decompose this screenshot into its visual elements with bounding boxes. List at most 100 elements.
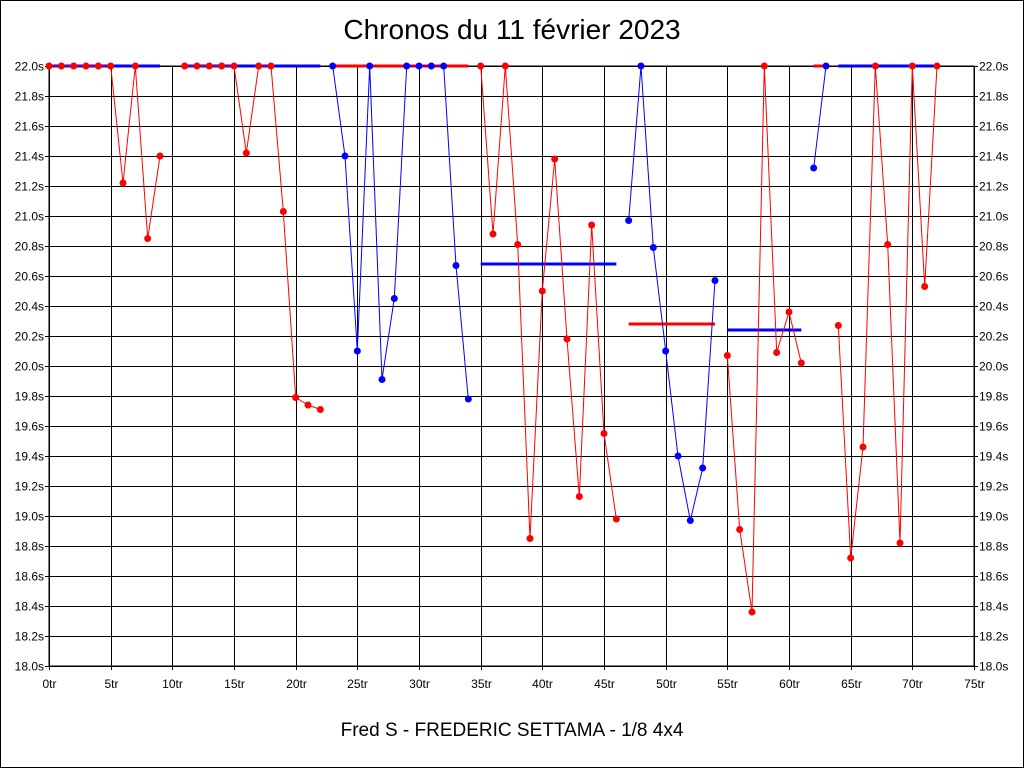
y-tick-label-right: 19.8s xyxy=(979,390,1008,404)
data-point xyxy=(94,62,102,70)
y-tick-label-right: 18.8s xyxy=(979,540,1008,554)
y-tick-label-right: 19.0s xyxy=(979,510,1008,524)
data-point xyxy=(884,241,892,248)
data-point xyxy=(329,62,337,70)
data-point xyxy=(933,62,941,70)
x-tick-label: 15tr xyxy=(224,677,245,691)
data-point xyxy=(625,217,633,224)
data-point xyxy=(538,287,546,295)
y-tick-label-left: 18.8s xyxy=(15,540,44,554)
x-tick-label: 30tr xyxy=(409,677,430,691)
y-tick-label-left: 19.0s xyxy=(15,510,44,524)
data-point xyxy=(452,262,460,269)
y-tick-label-left: 21.0s xyxy=(15,210,44,224)
y-tick-label-left: 20.8s xyxy=(15,240,44,254)
y-tick-label-right: 20.6s xyxy=(979,270,1008,284)
y-tick-label-right: 18.6s xyxy=(979,570,1008,584)
series-1 xyxy=(45,62,164,242)
data-point xyxy=(415,62,423,70)
data-point xyxy=(674,452,682,460)
y-tick-label-left: 21.8s xyxy=(15,90,44,104)
data-point xyxy=(70,62,78,70)
y-tick-label-right: 20.4s xyxy=(979,300,1008,314)
x-tick-label: 65tr xyxy=(841,677,862,691)
data-point xyxy=(810,164,818,172)
data-point xyxy=(612,515,620,523)
data-point xyxy=(760,62,768,70)
data-point xyxy=(600,430,608,437)
data-point xyxy=(921,283,929,290)
y-tick-label-left: 20.6s xyxy=(15,270,44,284)
data-point xyxy=(575,493,583,500)
data-point xyxy=(896,539,904,547)
data-point xyxy=(131,62,139,70)
data-point xyxy=(588,221,596,229)
x-tick-label: 70tr xyxy=(902,677,923,691)
y-tick-label-right: 18.2s xyxy=(979,630,1008,644)
data-point xyxy=(723,352,731,359)
y-tick-label-left: 20.4s xyxy=(15,300,44,314)
y-tick-label-left: 21.6s xyxy=(15,120,44,134)
y-tick-label-right: 19.2s xyxy=(979,480,1008,494)
y-tick-label-right: 20.2s xyxy=(979,330,1008,344)
data-point xyxy=(107,62,115,70)
chart-footer: Fred S - FREDERIC SETTAMA - 1/8 4x4 xyxy=(340,720,684,741)
series-line xyxy=(813,65,827,169)
data-point xyxy=(156,152,164,160)
y-tick-label-left: 20.2s xyxy=(15,330,44,344)
x-tick-label: 50tr xyxy=(656,677,677,691)
data-point xyxy=(427,62,435,70)
y-tick-label-right: 19.6s xyxy=(979,420,1008,434)
series-4 xyxy=(477,62,620,542)
y-tick-label-left: 18.2s xyxy=(15,630,44,644)
y-tick-label-right: 22.0s xyxy=(979,60,1008,74)
data-point xyxy=(242,149,250,157)
x-tick-label: 60tr xyxy=(779,677,800,691)
series-5 xyxy=(625,62,719,524)
series-3 xyxy=(329,62,472,403)
y-tick-label-right: 21.2s xyxy=(979,180,1008,194)
y-tick-label-left: 18.4s xyxy=(15,600,44,614)
data-point xyxy=(464,395,472,403)
y-tick-label-right: 19.4s xyxy=(979,450,1008,464)
data-point xyxy=(230,62,238,70)
y-tick-label-left: 19.6s xyxy=(15,420,44,434)
data-point xyxy=(834,322,842,329)
y-tick-label-right: 21.0s xyxy=(979,210,1008,224)
y-tick-label-right: 21.8s xyxy=(979,90,1008,104)
series-7 xyxy=(810,62,830,172)
data-point xyxy=(662,347,670,355)
x-tick-label: 10tr xyxy=(162,677,183,691)
y-tick-label-right: 18.0s xyxy=(979,660,1008,674)
x-tick-label: 20tr xyxy=(286,677,307,691)
data-point xyxy=(440,62,448,70)
series-line xyxy=(332,65,469,400)
series-2 xyxy=(181,62,324,413)
y-tick-label-right: 20.8s xyxy=(979,240,1008,254)
data-point xyxy=(304,401,312,409)
x-tick-label: 0tr xyxy=(42,677,56,691)
data-point xyxy=(378,376,386,383)
data-point xyxy=(267,62,275,70)
data-point xyxy=(489,230,497,238)
data-point xyxy=(292,394,300,401)
data-point xyxy=(797,359,805,367)
series-line xyxy=(480,65,617,539)
data-point xyxy=(699,464,707,472)
series-line xyxy=(49,65,161,239)
data-point xyxy=(353,347,361,355)
data-point xyxy=(218,62,226,70)
data-point xyxy=(847,554,855,562)
data-point xyxy=(181,62,189,70)
y-tick-label-right: 20.0s xyxy=(979,360,1008,374)
data-point xyxy=(45,62,53,70)
series-line xyxy=(628,65,716,521)
y-tick-label-left: 18.6s xyxy=(15,570,44,584)
data-point xyxy=(57,62,65,70)
data-point xyxy=(822,62,830,70)
data-point xyxy=(686,517,694,524)
x-tick-label: 55tr xyxy=(717,677,738,691)
data-point xyxy=(341,152,349,160)
data-point xyxy=(82,62,90,70)
